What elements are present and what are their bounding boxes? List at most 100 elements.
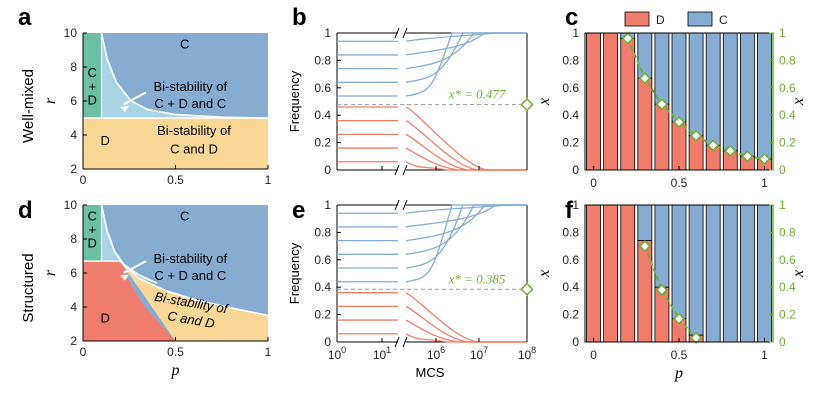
a-region-CD	[83, 33, 102, 118]
row-label-bottom: Structured	[20, 253, 37, 322]
c-bar-D	[603, 32, 619, 171]
b-xstar-marker	[520, 97, 534, 112]
f-bar-C	[722, 204, 738, 343]
c-xstar-marker	[655, 98, 668, 111]
f-ytick-label: 0.8	[562, 225, 579, 239]
b-line-C-right	[405, 32, 527, 42]
f-bar-C	[705, 204, 721, 343]
a-label-D: D	[101, 133, 110, 148]
f-bar-C	[757, 204, 772, 343]
c-xstar-marker	[672, 116, 686, 129]
e-line-D-right	[405, 319, 527, 343]
d-ylabel: r	[42, 269, 59, 276]
c-ytick-label: 1	[572, 26, 579, 40]
f-bar-D	[586, 204, 601, 343]
f-bar-C	[671, 204, 687, 320]
f-xtick-label: 0.5	[671, 348, 688, 362]
c-bar-C	[705, 32, 721, 146]
a-region-C	[101, 33, 268, 118]
d-ytick-label: 8	[70, 232, 77, 246]
b-line-D-right	[405, 147, 527, 171]
c-ytick-right-label: 0.2	[779, 136, 796, 150]
e-xtick-label-right: 107	[470, 345, 488, 362]
b-ytick-label: 0.2	[314, 136, 331, 150]
b-line-C-right	[405, 32, 527, 83]
f-ylabel: x	[536, 270, 553, 278]
c-ytick-label: 0	[572, 163, 579, 177]
a-region-bi-CD-C	[101, 33, 268, 118]
legend-swatch-D	[624, 11, 650, 27]
c-xtick-label: 1	[761, 176, 768, 190]
panel-label-d: d	[18, 197, 33, 224]
e-xtick-label-left: 100	[328, 345, 346, 362]
c-xstar-marker	[690, 129, 703, 142]
d-boundary-curve	[100, 204, 158, 284]
a-ylabel: r	[42, 97, 59, 104]
c-bar-C	[757, 32, 772, 160]
f-ytick-right-label: 1	[779, 198, 786, 212]
c-xstar-marker	[621, 32, 634, 45]
a-arrow	[123, 91, 147, 106]
f-bar-C	[739, 204, 755, 343]
f-xlabel: p	[674, 365, 683, 382]
e-break-mark	[394, 199, 400, 211]
e-break-mark	[402, 199, 408, 211]
e-line-C-right	[405, 204, 527, 255]
e-ytick-label: 0.4	[314, 280, 331, 294]
b-ytick-label: 0	[324, 163, 331, 177]
d-boundary-upper	[119, 260, 269, 317]
c-bar-D	[671, 121, 687, 171]
d-ytick-label: 10	[64, 198, 78, 212]
e-line-D-right	[405, 305, 527, 343]
f-bar-C	[688, 204, 704, 336]
d-ytick-label: 6	[70, 266, 77, 280]
a-ytick-label: 6	[70, 94, 77, 108]
c-xstar-marker	[707, 139, 720, 152]
e-ytick-label: 0	[324, 335, 331, 349]
f-ytick-right-label: 0.6	[779, 253, 796, 267]
d-xlabel: p	[171, 362, 180, 379]
d-arrow-head	[120, 274, 129, 281]
panel-label-f: f	[565, 197, 574, 224]
f-xtick-label: 1	[761, 348, 768, 362]
e-xlabel: MCS	[416, 365, 445, 380]
c-xstar-marker	[758, 153, 771, 166]
c-bar-C	[671, 32, 687, 123]
e-line-C-right	[405, 204, 527, 242]
c-ytick-label: 0.6	[562, 81, 579, 95]
d-label-bi1-2: C + D and C	[154, 268, 226, 283]
c-bar-D	[654, 103, 670, 171]
c-bar-D	[637, 77, 653, 171]
e-xtick-label-right: 106	[427, 345, 445, 362]
c-ytick-right-label: 0	[779, 163, 786, 177]
e-ytick-label: 1	[324, 198, 331, 212]
a-label-C: C	[180, 36, 189, 51]
e-ylabel: Frequency	[287, 242, 302, 304]
d-label-CD-2: +	[88, 222, 96, 237]
c-ylabel-right: x	[790, 98, 807, 106]
a-label-CD-1: C	[88, 65, 97, 80]
f-ytick-right-label: 0	[779, 335, 786, 349]
e-xtick-label-right: 108	[518, 345, 536, 362]
b-line-D-right	[405, 161, 527, 171]
f-xtick-label: 0	[590, 348, 597, 362]
b-line-C-right	[405, 32, 527, 56]
f-ytick-label: 0.6	[562, 253, 579, 267]
c-bar-C	[637, 32, 653, 79]
panel-label-a: a	[18, 4, 32, 31]
f-bar-D	[603, 204, 619, 343]
a-label-bi2-2: C and D	[170, 142, 218, 157]
d-xtick-label: 0.5	[167, 345, 184, 359]
c-bar-C	[722, 32, 738, 152]
d-label-CD-3: D	[88, 236, 97, 251]
b-ytick-label: 1	[324, 26, 331, 40]
b-break-mark	[394, 164, 400, 176]
d-region-D	[83, 261, 176, 341]
d-label-C: C	[180, 208, 189, 223]
b-line-D-right	[405, 120, 527, 171]
f-bar-C	[654, 204, 670, 288]
e-ytick-label: 0.2	[314, 308, 331, 322]
b-break-mark	[394, 27, 400, 39]
panel-label-b: b	[292, 4, 307, 31]
e-line-C-right	[405, 204, 527, 214]
